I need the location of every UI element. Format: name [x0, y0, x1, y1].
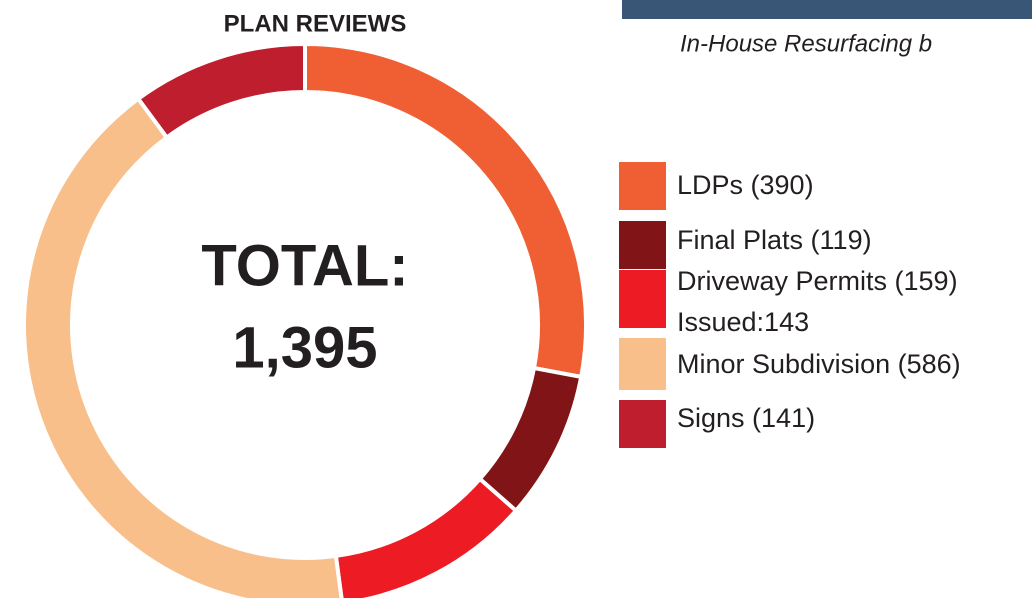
legend-swatch [619, 162, 666, 210]
legend-label: Signs (141) [677, 403, 815, 433]
legend-label: Minor Subdivision (586) [677, 349, 961, 379]
legend-label: Driveway Permits (159) [677, 266, 958, 296]
center-total: 1,395 [232, 315, 377, 380]
donut-segment [477, 365, 584, 514]
photo-strip [622, 0, 1032, 19]
legend-swatch [619, 221, 666, 269]
center-label: TOTAL: [201, 233, 408, 298]
donut-segment [22, 95, 344, 598]
legend-swatch [619, 270, 666, 328]
legend-label: LDPs (390) [677, 170, 814, 200]
legend-swatch [619, 338, 666, 390]
photo-caption: In-House Resurfacing b [680, 30, 932, 57]
donut-segment [333, 476, 519, 598]
donut-segment [135, 41, 307, 141]
legend-swatch [619, 400, 666, 448]
chart-title: PLAN REVIEWS [224, 10, 407, 37]
annotation: Issued:143 [677, 307, 809, 337]
legend-label: Final Plats (119) [677, 225, 872, 255]
